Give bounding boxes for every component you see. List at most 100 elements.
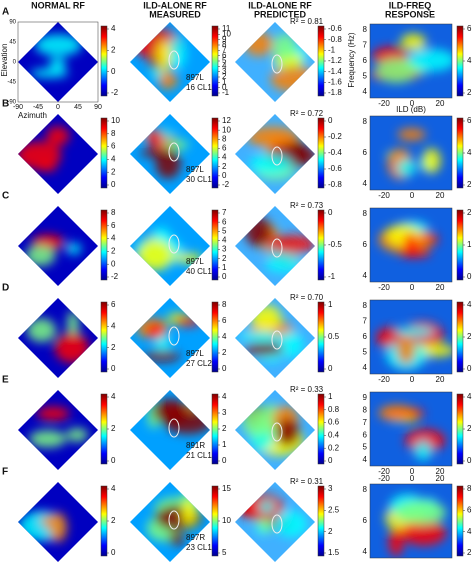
colorbar-tick-label: 4 — [111, 155, 116, 164]
colorbar — [211, 117, 219, 189]
colorbar-tick-label: 11 — [222, 24, 231, 33]
contour — [271, 238, 283, 258]
colorbar-tick-label: 2 — [111, 247, 116, 256]
colorbar-tick-label: 0 — [222, 272, 227, 281]
contour — [168, 326, 180, 346]
column-header: RESPONSE — [385, 9, 435, 19]
heatmap-blobs — [138, 128, 189, 179]
heatmap-blob — [168, 532, 185, 546]
colorbar — [211, 485, 219, 557]
colorbar-tick-label: 8 — [222, 300, 227, 309]
colorbar-tick-label: 6 — [222, 217, 227, 226]
colorbar-tick-label: 2 — [467, 332, 472, 341]
colorbar-tick-label: 3 — [222, 408, 227, 417]
heatmap-blob — [247, 126, 299, 148]
colorbar-tick-label: 6 — [222, 144, 227, 153]
freq-tick-label: 4 — [363, 547, 368, 556]
frequency-label: Frequency (Hz) — [347, 32, 356, 87]
plot-frame — [369, 391, 453, 467]
contour — [168, 418, 180, 438]
heatmap-bg — [370, 392, 452, 466]
freq-tick-label: 8 — [363, 301, 368, 310]
heatmap-blob — [397, 128, 426, 141]
colorbar-tick-label: 1 — [467, 240, 472, 249]
colorbar — [456, 117, 464, 189]
colorbar-tick-label: 5 — [222, 548, 227, 557]
ild-tick-label: -20 — [378, 283, 390, 292]
azimuth-tick-label: -45 — [33, 104, 43, 111]
colorbar-tick-label: 0 — [111, 456, 116, 465]
heatmap-blob — [251, 305, 282, 331]
colorbar — [317, 209, 325, 281]
colorbar-tick-label: 6 — [111, 221, 116, 230]
heatmap-blob — [174, 316, 201, 327]
colorbar-tick-label: 6 — [467, 116, 472, 125]
colorbar — [100, 301, 108, 373]
plot-frame — [369, 207, 453, 283]
heatmap-blob — [270, 66, 315, 93]
heatmap-blob — [265, 256, 302, 273]
column-header: PREDICTED — [254, 9, 307, 19]
heatmap — [235, 390, 315, 470]
heatmap-blob — [18, 141, 62, 170]
heatmap-blob — [34, 34, 82, 57]
colorbar-tick-label: -1.8 — [328, 88, 342, 97]
heatmap-blob — [407, 48, 452, 72]
column-header: ILD-ALONE RF — [248, 0, 312, 10]
colorbar-tick-label: 0.4 — [328, 431, 340, 440]
freq-tick-label: 4 — [363, 87, 368, 96]
colorbar-tick-label: 3 — [222, 67, 227, 76]
unit-id: 897L — [186, 165, 204, 174]
colorbar — [456, 485, 464, 557]
colorbar-tick-label: 4 — [111, 392, 116, 401]
heatmap-blob — [46, 126, 70, 146]
colorbar-tick-label: 0 — [111, 364, 116, 373]
freq-tick-label: 6 — [363, 148, 368, 157]
colorbar — [211, 301, 219, 373]
heatmap-blob — [400, 33, 427, 51]
panel-label: B — [2, 99, 9, 110]
colorbar-tick-label: -2 — [111, 88, 119, 97]
heatmap-blobs — [370, 33, 452, 84]
freq-tick-label: 4 — [363, 179, 368, 188]
colorbar-tick-label: 2 — [222, 162, 227, 171]
ild-tick-label: 20 — [436, 191, 445, 200]
colorbar — [211, 209, 219, 281]
unit-id: 27 CL2 — [186, 359, 212, 368]
colorbar-tick-label: 2 — [111, 45, 116, 54]
heatmap-blob — [249, 153, 293, 175]
heatmap — [370, 116, 452, 190]
column-header: NORMAL RF — [31, 0, 85, 10]
colorbar-tick-label: 2 — [111, 424, 116, 433]
freq-tick-label: 6 — [363, 56, 368, 65]
colorbar-tick-label: -2 — [222, 180, 230, 189]
colorbar — [100, 25, 108, 97]
r-squared: R² = 0.70 — [290, 293, 324, 302]
panel-label: D — [2, 283, 9, 294]
r-squared: R² = 0.33 — [290, 385, 324, 394]
freq-tick-label: 8 — [363, 406, 368, 415]
heatmap-blob — [396, 336, 416, 365]
colorbar-tick-label: 4 — [222, 61, 227, 70]
plot-frame — [369, 115, 453, 191]
freq-tick-label: 7 — [363, 418, 368, 427]
heatmap-blobs — [242, 404, 304, 456]
heatmap-blob — [182, 499, 197, 527]
colorbar-tick-label: 0 — [222, 456, 227, 465]
colorbar-tick-label: 4 — [222, 392, 227, 401]
heatmap-blob — [137, 239, 174, 271]
colorbar-tick-label: 6 — [467, 505, 472, 514]
unit-id: 16 CL1 — [186, 83, 212, 92]
colorbar-tick-label: 0 — [467, 456, 472, 465]
colorbar-tick-label: 1 — [222, 263, 227, 272]
colorbar-tick-label: 4 — [111, 234, 116, 243]
colorbar-tick-label: -0.8 — [328, 35, 342, 44]
elevation-tick-label: 0 — [13, 60, 17, 66]
colorbar — [317, 301, 325, 373]
colorbar — [100, 485, 108, 557]
heatmap-blob — [395, 326, 435, 337]
colorbar-tick-label: 0.5 — [328, 332, 340, 341]
colorbar-tick-label: 8 — [111, 129, 116, 138]
ild-tick-label: 20 — [436, 283, 445, 292]
unit-id: 21 CL1 — [186, 451, 212, 460]
